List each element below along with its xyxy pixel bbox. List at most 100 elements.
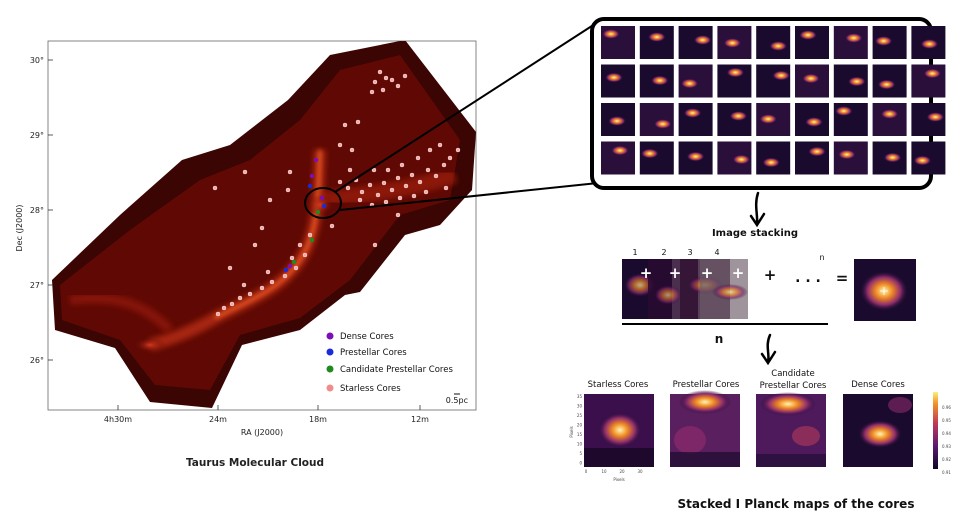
sky-map: 30° 29° 28° 27° 26° 4h30m 24m 18m 12m RA… xyxy=(15,40,477,469)
core-thumbnail xyxy=(795,26,829,59)
stacking-diagram: Image stacking 1 2 3 4 n + + + + + . . .… xyxy=(622,228,916,346)
core-thumbnail xyxy=(678,26,713,59)
y-tick-label: 30 xyxy=(577,404,583,409)
core-thumbnail xyxy=(911,64,946,98)
core-thumbnail xyxy=(717,141,752,175)
x-tick-label: 30 xyxy=(637,469,643,474)
map-legend: Dense Cores Prestellar Cores Candidate P… xyxy=(326,332,453,394)
equals-sign: = xyxy=(836,269,849,287)
core-thumbnail xyxy=(911,141,946,175)
core-thumbnail xyxy=(872,141,907,175)
core-thumbnail xyxy=(833,103,868,136)
stacked-maps: Starless Cores Prestellar Cores Candidat… xyxy=(569,369,951,511)
zoom-region-circle xyxy=(304,187,342,219)
core-thumbnail xyxy=(678,64,713,98)
colorbar-tick-label: 0.91 xyxy=(942,470,951,475)
panel-label-prestellar: Prestellar Cores xyxy=(673,380,740,390)
plus-1: + xyxy=(640,264,653,282)
legend-starless-cores: Starless Cores xyxy=(340,384,401,394)
core-thumbnail xyxy=(639,141,674,175)
y-tick-label: 0 xyxy=(579,461,582,466)
dec-tick-29: 29° xyxy=(30,131,44,140)
core-thumbnail xyxy=(795,103,829,136)
stack-index-2: 2 xyxy=(661,248,666,257)
core-thumbnail xyxy=(717,103,752,136)
core-thumbnail xyxy=(678,103,713,136)
dec-tick-28: 28° xyxy=(30,206,44,215)
stack-index-4: 4 xyxy=(714,248,719,257)
stacked-map-prestellar xyxy=(670,390,740,467)
ra-tick-12m: 12m xyxy=(411,415,429,424)
zoom-connector-top xyxy=(334,21,599,193)
y-tick-label: 15 xyxy=(577,432,583,437)
x-tick-label: 0 xyxy=(585,469,588,474)
core-thumbnail xyxy=(756,64,791,98)
stack-index-n: n xyxy=(819,253,824,262)
legend-dense-cores: Dense Cores xyxy=(340,332,394,342)
ra-tick-24m: 24m xyxy=(209,415,227,424)
stack-index-3: 3 xyxy=(687,248,692,257)
core-thumbnail xyxy=(911,103,946,136)
plus-2: + xyxy=(669,264,682,282)
x-tick-label: 20 xyxy=(619,469,625,474)
core-thumbnail xyxy=(833,64,868,98)
stacked-map-starless xyxy=(584,394,654,467)
dec-tick-30: 30° xyxy=(30,56,44,65)
core-thumbnail xyxy=(833,26,868,59)
stack-ellipsis: . . . xyxy=(795,270,821,286)
y-tick-label: 35 xyxy=(577,394,583,399)
stacking-title: Image stacking xyxy=(712,228,798,239)
y-tick-label: 10 xyxy=(577,442,583,447)
colorbar-tick-label: 0.93 xyxy=(942,444,951,449)
core-thumbnail xyxy=(639,64,674,98)
core-thumbnail xyxy=(756,103,791,136)
stacked-map-dense xyxy=(843,394,913,467)
core-thumbnail xyxy=(833,141,868,175)
core-thumbnail xyxy=(601,64,635,98)
core-thumbnail xyxy=(795,64,829,98)
colorbar-tick-label: 0.96 xyxy=(942,405,951,410)
x-axis-label: Pixels xyxy=(613,477,624,482)
zoom-connector-bottom xyxy=(339,182,599,211)
arrow-to-stacking xyxy=(749,191,766,228)
core-thumbnail xyxy=(601,26,635,59)
colorbar-tick-label: 0.92 xyxy=(942,457,951,462)
plus-5: + xyxy=(764,266,777,284)
colorbar xyxy=(933,392,938,469)
y-tick-label: 5 xyxy=(579,451,582,456)
y-axis-label: Pixels xyxy=(569,426,574,437)
scale-bar-label: 0.5pc xyxy=(446,396,468,405)
arrow-to-stacked-maps xyxy=(760,333,777,366)
svg-text:Candidate: Candidate xyxy=(771,369,814,379)
ra-tick-18m: 18m xyxy=(309,415,327,424)
panel-label-dense: Dense Cores xyxy=(851,380,905,390)
ra-axis-label: RA (J2000) xyxy=(241,428,283,437)
core-thumbnail xyxy=(872,64,907,98)
map-caption: Taurus Molecular Cloud xyxy=(186,457,324,469)
x-tick-label: 10 xyxy=(601,469,607,474)
core-thumbnail xyxy=(601,103,635,136)
core-thumbnail xyxy=(756,26,791,59)
panel-label-starless: Starless Cores xyxy=(588,380,649,390)
y-tick-label: 20 xyxy=(577,423,583,428)
core-thumbnail xyxy=(872,26,907,59)
core-thumbnail xyxy=(795,141,829,175)
dec-tick-26: 26° xyxy=(30,356,44,365)
plus-3: + xyxy=(701,264,714,282)
core-thumbnail xyxy=(872,103,907,136)
starless-core-markers xyxy=(212,69,461,317)
legend-prestellar-cores: Prestellar Cores xyxy=(340,348,407,358)
stacked-maps-title: Stacked I Planck maps of the cores xyxy=(678,497,915,511)
dec-tick-27: 27° xyxy=(30,281,44,290)
dec-axis-label: Dec (J2000) xyxy=(15,205,24,252)
colorbar-tick-label: 0.94 xyxy=(942,431,951,436)
core-thumbnail xyxy=(911,26,946,59)
y-tick-label: 25 xyxy=(577,413,583,418)
stack-index-1: 1 xyxy=(632,248,637,257)
core-thumbnail-grid xyxy=(590,17,946,190)
panel-label-candidate: Prestellar Cores xyxy=(760,381,827,391)
legend-candidate-prestellar-cores: Candidate Prestellar Cores xyxy=(340,365,453,375)
n-bracket-label: n xyxy=(715,332,724,346)
ra-tick-4h30m: 4h30m xyxy=(104,415,132,424)
plus-4: + xyxy=(732,264,745,282)
